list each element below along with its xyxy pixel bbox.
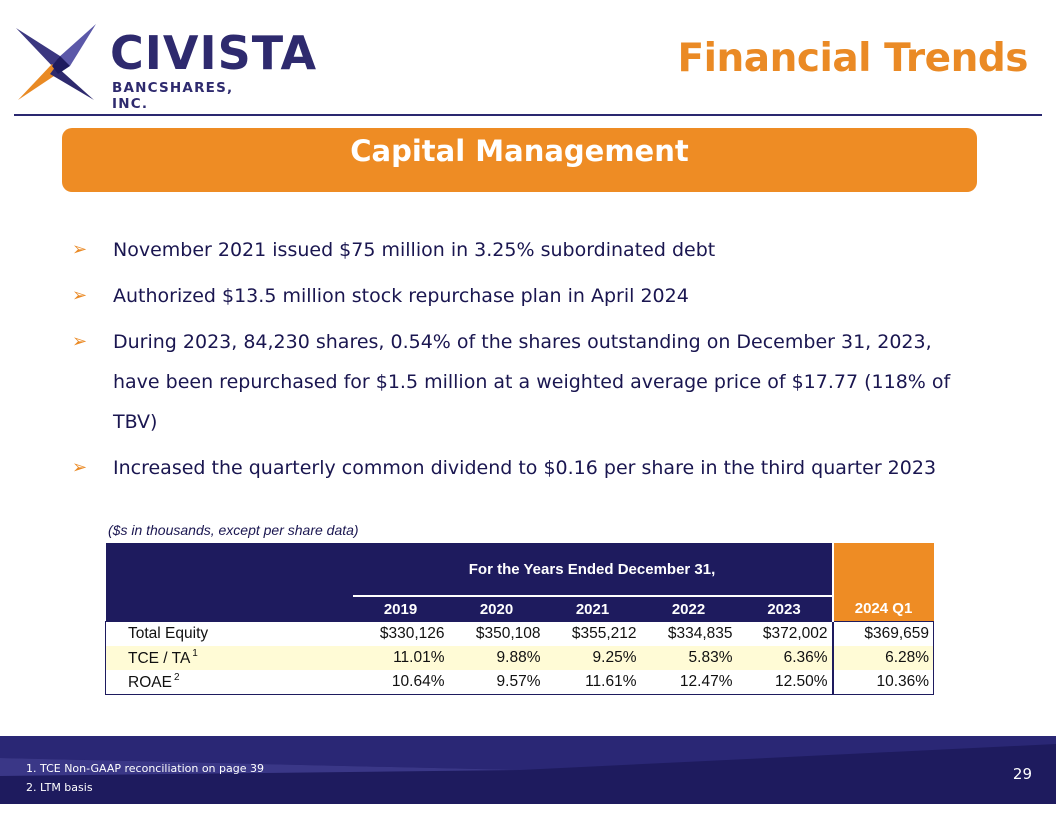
table-cell: $372,002 (762, 625, 828, 642)
bullet-item: ➢ November 2021 issued $75 million in 3.… (70, 230, 970, 270)
column-header: 2024 Q1 (831, 596, 934, 622)
table-cell: 11.61% (585, 673, 637, 690)
civista-logo: CIVISTA BANCSHARES, INC. (14, 22, 316, 112)
table-cell: 6.36% (736, 646, 833, 670)
table-group-header: For the Years Ended December 31, (352, 543, 833, 596)
arrow-bullet-icon: ➢ (72, 239, 88, 260)
column-header: 2020 (448, 595, 545, 622)
footer-band: 1. TCE Non-GAAP reconciliation on page 3… (0, 736, 1056, 804)
section-title: Capital Management (350, 134, 689, 168)
table-cell: $330,126 (379, 625, 445, 642)
table-cell: 11.01% (352, 646, 449, 670)
table-cell: 9.88% (448, 646, 545, 670)
table-header-q1-top (831, 543, 934, 596)
column-header: 2023 (736, 595, 833, 622)
column-header: 2022 (640, 595, 737, 622)
table-cell: $355,212 (571, 625, 637, 642)
capital-table: For the Years Ended December 31, 2019 20… (105, 543, 934, 695)
table-header-blank (105, 543, 353, 596)
logo-star-icon (16, 24, 96, 100)
arrow-bullet-icon: ➢ (72, 457, 88, 478)
table-header-blank (105, 596, 353, 622)
table-row: Total Equity $330,126 $350,108 $355,212 … (106, 621, 934, 646)
arrow-bullet-icon: ➢ (72, 331, 88, 352)
bullet-text: Authorized $13.5 million stock repurchas… (113, 285, 689, 307)
footer-background (0, 736, 1056, 804)
table-cell: 10.64% (391, 673, 445, 690)
column-header: 2021 (544, 595, 641, 622)
arrow-bullet-icon: ➢ (72, 285, 88, 306)
table-cell: 9.25% (544, 646, 641, 670)
footnote-marker: 2 (173, 672, 180, 683)
page-number: 29 (1012, 765, 1032, 783)
section-banner: Capital Management (62, 128, 977, 192)
bullet-list: ➢ November 2021 issued $75 million in 3.… (70, 230, 970, 494)
bullet-text: Increased the quarterly common dividend … (113, 457, 937, 479)
bullet-text: During 2023, 84,230 shares, 0.54% of the… (113, 331, 951, 433)
table-cell: 5.83% (640, 646, 737, 670)
bullet-item: ➢ During 2023, 84,230 shares, 0.54% of t… (70, 322, 970, 442)
bullet-item: ➢ Increased the quarterly common dividen… (70, 448, 970, 488)
table-cell: $350,108 (475, 625, 541, 642)
table-note: ($s in thousands, except per share data) (108, 522, 359, 538)
table-cell: $334,835 (667, 625, 733, 642)
table-cell: $369,659 (831, 621, 934, 646)
footnote: 1. TCE Non-GAAP reconciliation on page 3… (26, 762, 264, 775)
column-header: 2019 (352, 595, 449, 622)
page-title: Financial Trends (677, 36, 1028, 81)
row-label: Total Equity (128, 625, 209, 642)
title-divider (14, 114, 1042, 116)
row-label: TCE / TA 1 (105, 646, 353, 670)
table-cell: 6.28% (831, 646, 934, 670)
table-cell: 10.36% (831, 670, 934, 695)
table-cell: 9.57% (496, 673, 541, 690)
logo-wordmark: CIVISTA (110, 26, 318, 80)
logo-subtitle: BANCSHARES, INC. (112, 80, 234, 112)
row-label: ROAE 2 (128, 672, 180, 691)
table-row: TCE / TA 1 11.01% 9.88% 9.25% 5.83% 6.36%… (105, 646, 934, 670)
bullet-text: November 2021 issued $75 million in 3.25… (113, 239, 716, 261)
bullet-item: ➢ Authorized $13.5 million stock repurch… (70, 276, 970, 316)
footnote-marker: 1 (192, 648, 198, 659)
table-row: ROAE 2 10.64% 9.57% 11.61% 12.47% 12.50% … (106, 670, 934, 695)
footnote: 2. LTM basis (26, 781, 93, 794)
table-cell: 12.50% (774, 673, 828, 690)
table-cell: 12.47% (679, 673, 733, 690)
